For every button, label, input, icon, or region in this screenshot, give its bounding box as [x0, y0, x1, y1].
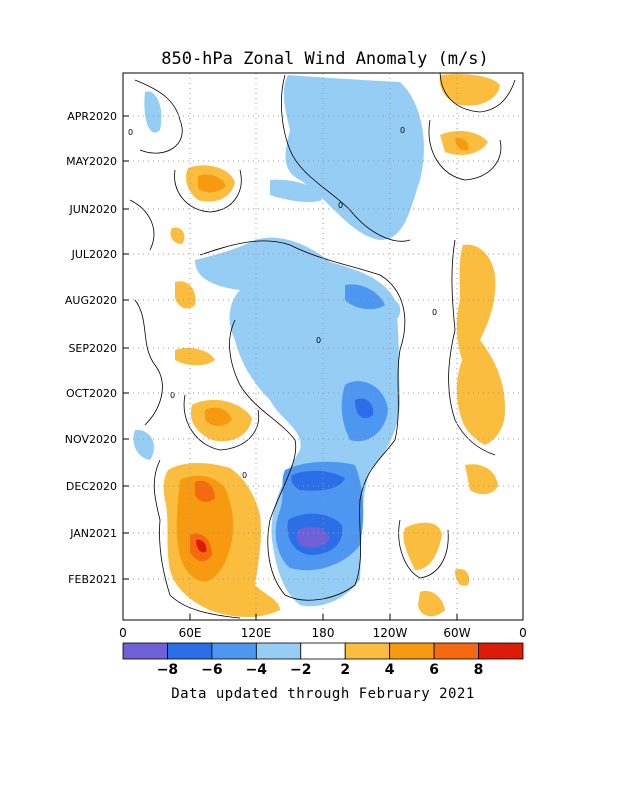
x-tick-label: 120E	[241, 626, 272, 640]
colorbar-tick-label: 4	[385, 662, 395, 678]
y-tick-label: JAN2021	[69, 527, 117, 540]
colorbar-tick-label: 8	[474, 662, 484, 678]
plot-area: 0 0 0 0 0 0 0	[123, 73, 523, 620]
y-tick-label: OCT2020	[66, 387, 117, 400]
colorbar-bin	[300, 642, 346, 660]
easterly-region-left-small	[133, 429, 155, 460]
svg-text:0: 0	[316, 336, 321, 345]
colorbar-tick-label: 6	[429, 662, 439, 678]
svg-text:0: 0	[128, 128, 133, 137]
y-axis-ticks: APR2020 MAY2020 JUN2020 JUL2020 AUG2020 SEP20…	[65, 110, 129, 586]
y-tick-label: NOV2020	[65, 433, 117, 446]
y-tick-label: DEC2020	[66, 480, 117, 493]
x-tick-label: 120W	[373, 626, 408, 640]
westerly-region-sep-west	[175, 348, 215, 366]
westerly-region-jul-east	[456, 244, 505, 445]
svg-text:0: 0	[170, 391, 175, 400]
y-tick-label: APR2020	[67, 110, 117, 123]
x-tick-label: 180	[312, 626, 335, 640]
colorbar-bin	[433, 642, 479, 660]
colorbar-bin	[344, 642, 391, 660]
easterly-core-aug	[345, 284, 385, 310]
colorbar: −8 −6 −4 −2 2 4 6 8	[122, 642, 524, 678]
gridlines	[123, 73, 523, 620]
y-tick-label: AUG2020	[65, 294, 117, 307]
colorbar-tick-label: −8	[157, 662, 178, 678]
y-tick-label: SEP2020	[68, 342, 117, 355]
westerly-region-aprmay-east	[439, 74, 500, 106]
footer-text: Data updated through February 2021	[171, 686, 475, 702]
colorbar-tick-label: −4	[246, 662, 268, 678]
easterly-region-upper-left	[144, 91, 162, 133]
colorbar-bin	[389, 642, 435, 660]
westerly-core-oct-west	[205, 407, 232, 426]
colorbar-bin	[255, 642, 302, 660]
westerly-region-feb-small	[455, 569, 470, 586]
colorbar-bin	[167, 642, 213, 660]
westerly-region-may-core	[455, 137, 469, 151]
westerly-region-feb-east	[418, 590, 445, 617]
y-tick-label: JUL2020	[71, 248, 117, 261]
chart-title: 850-hPa Zonal Wind Anomaly (m/s)	[161, 49, 489, 69]
easterly-core-jan-extreme	[296, 526, 330, 548]
westerly-region-jun-small	[170, 227, 185, 244]
colorbar-bin	[122, 642, 168, 660]
westerly-core-may-west	[198, 174, 226, 193]
y-tick-label: JUN2020	[68, 203, 117, 216]
westerly-region-jan-east	[403, 522, 442, 570]
colorbar-tick-label: −2	[290, 662, 311, 678]
westerly-core-dec-west-strong	[195, 480, 215, 502]
colorbar-tick-label: −6	[201, 662, 222, 678]
westerly-core-dec-west	[176, 475, 234, 582]
svg-text:0: 0	[242, 471, 247, 480]
x-tick-label: 60W	[443, 626, 470, 640]
x-tick-label: 0	[119, 626, 127, 640]
x-tick-label: 0	[519, 626, 527, 640]
svg-text:0: 0	[400, 126, 405, 135]
colorbar-tick-label: 2	[340, 662, 350, 678]
westerly-region-dec-east	[465, 464, 498, 495]
easterly-core-oct-strong	[355, 398, 374, 419]
colorbar-bin	[211, 642, 257, 660]
easterly-core-dec-strong	[291, 470, 345, 491]
westerly-core-jan-west-extreme	[196, 539, 207, 553]
x-axis-ticks: 0 60E 120E 180 120W 60W 0	[119, 614, 527, 640]
svg-text:0: 0	[432, 308, 437, 317]
colorbar-bin	[478, 642, 524, 660]
y-tick-label: FEB2021	[68, 573, 117, 586]
easterly-region-spring-small	[270, 179, 322, 203]
y-tick-label: MAY2020	[66, 155, 117, 168]
svg-text:0: 0	[338, 201, 343, 210]
x-tick-label: 60E	[179, 626, 202, 640]
